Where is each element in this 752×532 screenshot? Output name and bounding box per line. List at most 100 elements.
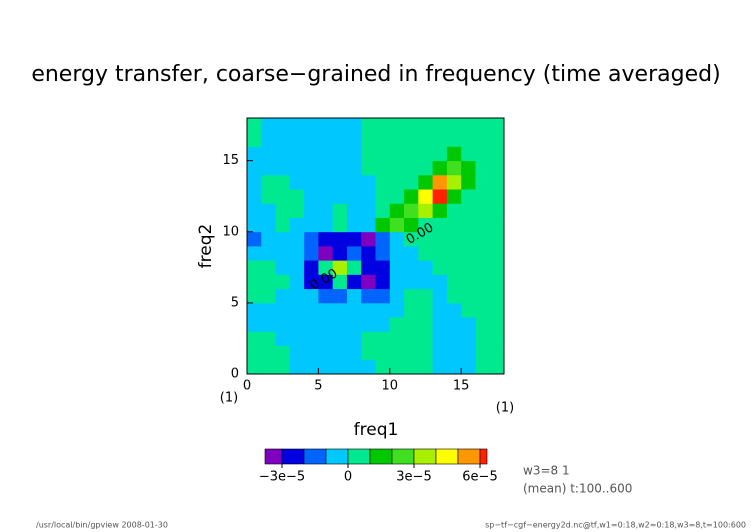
contour-cell: [404, 288, 419, 304]
contour-cell: [275, 359, 291, 375]
contour-cell: [375, 317, 391, 332]
contour-cell: [404, 345, 419, 361]
contour-cell: [318, 345, 334, 361]
contour-cell: [389, 203, 405, 218]
y-tick-label: 0: [231, 367, 239, 382]
contour-cell: [275, 260, 291, 275]
colorbar-box: [435, 448, 459, 465]
contour-cell: [318, 217, 334, 233]
contour-cell: [375, 174, 391, 190]
contour-cell: [461, 345, 476, 361]
contour-cell: [404, 302, 419, 318]
contour-cell: [332, 146, 348, 162]
contour-cell: [432, 203, 448, 218]
contour-cell: [304, 231, 319, 247]
colorbar-box: [457, 448, 481, 465]
contour-cell: [389, 317, 405, 332]
contour-cell: [304, 174, 319, 190]
contour-cell: [289, 203, 305, 218]
contour-cell: [318, 260, 334, 275]
x-tick-label: 0: [243, 379, 251, 394]
contour-cell: [261, 260, 276, 275]
contour-cell: [332, 132, 348, 147]
contour-cell: [461, 146, 476, 162]
contour-cell: [318, 246, 334, 261]
contour-cell: [289, 260, 305, 275]
contour-cell: [318, 302, 334, 318]
contour-cell: [332, 246, 348, 261]
contour-cell: [318, 203, 334, 218]
contour-cell: [432, 274, 448, 290]
contour-cell: [304, 302, 319, 318]
contour-cell: [289, 189, 305, 204]
contour-cell: [432, 331, 448, 346]
contour-cell: [247, 260, 262, 275]
contour-cell: [418, 174, 434, 190]
contour-cell: [332, 203, 348, 218]
contour-cell: [289, 160, 305, 176]
contour-cell: [432, 302, 448, 318]
y-units: (1): [220, 391, 238, 406]
contour-cell: [475, 260, 491, 275]
contour-cell: [318, 132, 334, 147]
contour-cell: [375, 132, 391, 147]
contour-cell: [475, 331, 491, 346]
contour-cell: [332, 260, 348, 275]
contour-cell: [346, 203, 362, 218]
contour-cell: [446, 288, 462, 304]
contour-cell: [489, 274, 505, 290]
contour-cell: [318, 174, 334, 190]
contour-cell: [247, 246, 262, 261]
contour-cell: [461, 231, 476, 247]
contour-cell: [275, 317, 291, 332]
contour-cell: [289, 317, 305, 332]
contour-cell: [275, 118, 291, 133]
contour-cell: [446, 274, 462, 290]
contour-cell: [475, 345, 491, 361]
contour-cell: [404, 217, 419, 233]
contour-cell: [247, 160, 262, 176]
contour-cell: [289, 274, 305, 290]
contour-cell: [461, 132, 476, 147]
contour-cell: [375, 217, 391, 233]
contour-cell: [275, 146, 291, 162]
contour-cell: [418, 231, 434, 247]
contour-cell: [475, 246, 491, 261]
contour-cell: [446, 146, 462, 162]
contour-cell: [461, 317, 476, 332]
contour-cell: [261, 217, 276, 233]
colorbar-tick-label: −3e−5: [259, 470, 305, 485]
contour-cell: [318, 317, 334, 332]
contour-cell: [489, 317, 505, 332]
contour-cell: [304, 345, 319, 361]
colorbar-tick-label: 0: [344, 470, 352, 485]
contour-cell: [289, 288, 305, 304]
contour-cell: [389, 246, 405, 261]
colorbar-box: [413, 448, 437, 465]
contour-cell: [489, 359, 505, 375]
colorbar-tick-label: 6e−5: [462, 470, 497, 485]
contour-cell: [404, 174, 419, 190]
contour-cell: [261, 359, 276, 375]
contour-cell: [461, 288, 476, 304]
contour-cell: [475, 274, 491, 290]
contour-cell: [247, 359, 262, 375]
contour-cell: [418, 345, 434, 361]
contour-cell: [361, 274, 376, 290]
x-tick-label: 15: [453, 379, 470, 394]
contour-cell: [489, 203, 505, 218]
contour-cell: [432, 217, 448, 233]
contour-cell: [475, 302, 491, 318]
contour-cell: [318, 331, 334, 346]
contour-cell: [261, 274, 276, 290]
contour-cell: [275, 345, 291, 361]
contour-cell: [432, 288, 448, 304]
contour-cell: [247, 174, 262, 190]
colorbar-box: [369, 448, 393, 465]
contour-cell: [332, 231, 348, 247]
contour-cell: [346, 146, 362, 162]
contour-cell: [389, 217, 405, 233]
contour-cell: [261, 132, 276, 147]
contour-cell: [475, 231, 491, 247]
contour-cell: [446, 174, 462, 190]
